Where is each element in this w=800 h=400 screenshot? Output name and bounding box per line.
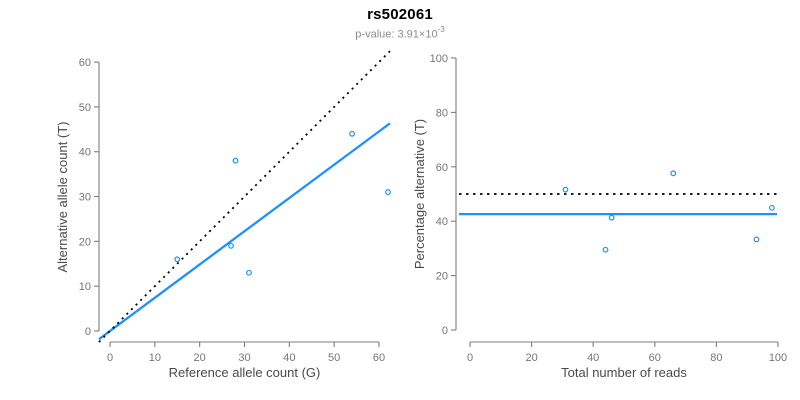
left-plot-x-tick-label: 10 <box>149 352 161 364</box>
left-plot-y-tick-label: 10 <box>79 281 91 293</box>
right-plot-data-point <box>670 170 677 177</box>
p-value-label: p-value: <box>355 28 398 41</box>
right-plot-y-tick-label: 80 <box>436 107 448 119</box>
right-plot-y-tick-label: 0 <box>442 325 448 337</box>
p-value-exponent: -3 <box>437 25 445 34</box>
left-plot-data-point <box>232 157 239 164</box>
left-plot-y-tick-label: 20 <box>79 236 91 248</box>
right-plot-data-point <box>602 246 609 253</box>
right-plot-data-point <box>753 236 760 243</box>
left-plot-y-tick-label: 40 <box>79 147 91 159</box>
left-plot-data-point <box>174 256 181 263</box>
right-plot-y-tick-label: 40 <box>436 216 448 228</box>
left-plot-y-tick-label: 60 <box>79 57 91 69</box>
left-plot-data-point <box>385 189 391 195</box>
left-plot-x-tick-label: 30 <box>238 352 250 364</box>
right-plot-x-tick-label: 20 <box>525 352 537 364</box>
left-plot-data-point <box>246 269 252 276</box>
left-plot-y-tick-label: 50 <box>79 102 91 114</box>
left-plot-y-axis-title: Alternative allele count (T) <box>55 121 70 272</box>
left-plot-y-tick-label: 30 <box>79 192 91 204</box>
right-plot-x-tick-label: 60 <box>649 352 661 364</box>
fitted-proportion-line <box>98 122 391 341</box>
p-value-mantissa: 3.91×10 <box>397 28 438 41</box>
left-plot-x-tick-label: 50 <box>328 352 340 364</box>
right-plot-y-tick-label: 20 <box>436 271 448 283</box>
left-plot-x-tick-label: 0 <box>107 352 113 364</box>
right-plot-x-tick-label: 0 <box>467 352 473 364</box>
right-plot-y-axis-title: Percentage alternative (T) <box>412 119 427 269</box>
left-plot-x-tick-label: 60 <box>373 352 385 364</box>
left-plot-x-axis-title: Reference allele count (G) <box>169 365 321 380</box>
right-plot-x-tick-label: 40 <box>587 352 599 364</box>
left-plot-x-tick-label: 40 <box>283 352 295 364</box>
right-plot-x-tick-label: 80 <box>710 352 722 364</box>
identity-line <box>98 50 391 343</box>
left-plot-data-point <box>349 130 355 137</box>
right-plot-x-tick-label: 100 <box>769 352 787 364</box>
plot-title: rs502061 <box>367 6 433 23</box>
right-plot-y-tick-label: 60 <box>436 162 448 174</box>
left-plot-x-tick-label: 20 <box>194 352 206 364</box>
right-plot-data-point <box>608 214 615 221</box>
right-plot-y-tick-label: 100 <box>430 53 448 65</box>
left-plot-y-tick-label: 0 <box>85 326 91 338</box>
right-plot-x-axis-title: Total number of reads <box>561 365 687 380</box>
right-plot-data-point <box>562 186 569 193</box>
plot-subtitle: p-value: 3.91×10-3 <box>0 25 800 41</box>
left-plot-data-point <box>228 242 234 249</box>
right-plot-data-point <box>768 204 775 211</box>
